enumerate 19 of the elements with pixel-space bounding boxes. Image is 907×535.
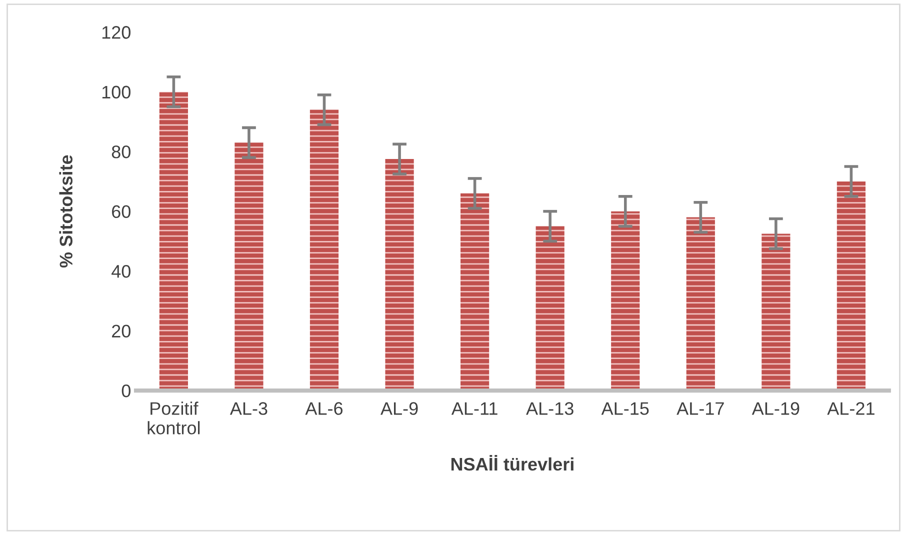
- y-axis-title: % Sitotoksite: [59, 155, 72, 268]
- x-tick-label: AL-3: [230, 402, 268, 415]
- y-tick-label: 20: [112, 324, 130, 338]
- x-tick-label: AL-13: [526, 402, 574, 415]
- x-tick-label: AL-15: [601, 402, 649, 415]
- x-tick-label: AL-6: [305, 402, 343, 415]
- x-tick-label: Pozitif kontrol: [148, 402, 200, 434]
- y-tick-label: 120: [102, 26, 130, 39]
- x-tick-label: AL-17: [676, 402, 724, 415]
- x-axis-title: NSAİİ türevleri: [451, 455, 574, 471]
- x-tick-label: AL-21: [827, 402, 874, 415]
- x-tick-label: AL-19: [752, 402, 800, 415]
- x-tick-label: AL-9: [380, 402, 418, 415]
- x-tick-label: AL-11: [451, 402, 498, 415]
- y-tick-label: 0: [122, 384, 130, 398]
- y-tick-label: 60: [112, 205, 130, 218]
- y-tick-label: 40: [112, 265, 130, 278]
- y-tick-label: 100: [102, 86, 130, 99]
- y-tick-label: 80: [112, 146, 130, 158]
